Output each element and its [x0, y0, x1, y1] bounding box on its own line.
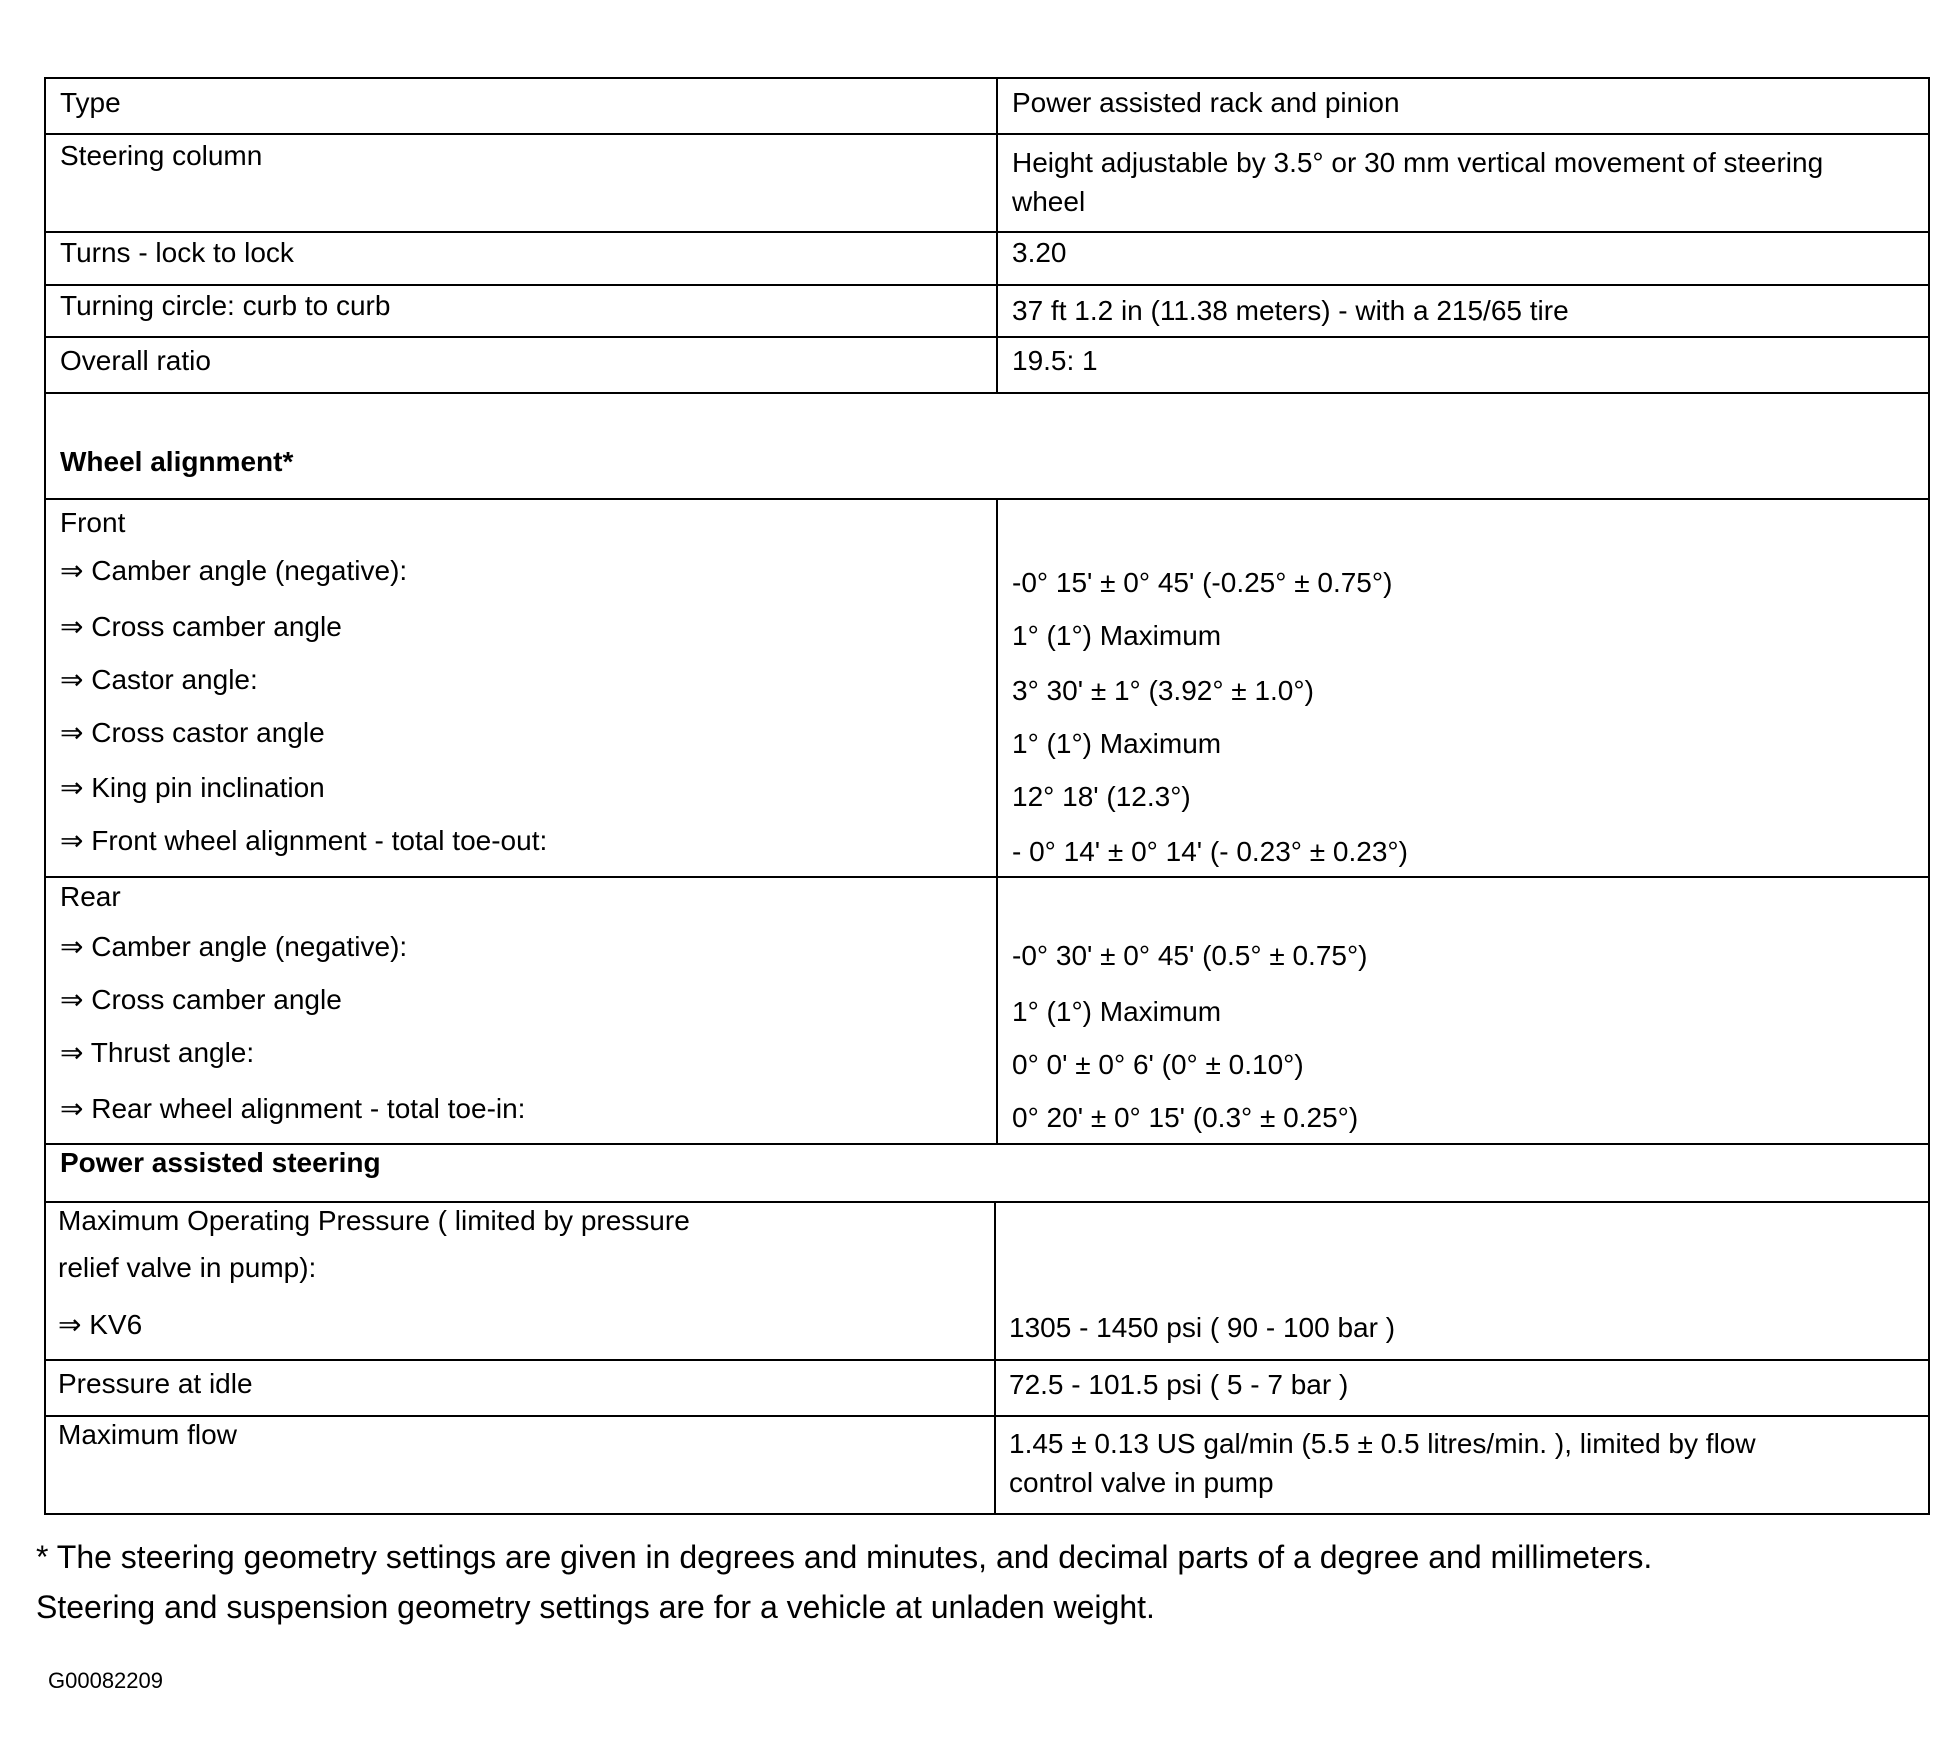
- idle-pressure-label: Pressure at idle: [58, 1368, 253, 1399]
- row-divider: [44, 1201, 1930, 1203]
- rear-item-value: -0° 30' ± 0° 45' (0.5° ± 0.75°): [1012, 940, 1368, 971]
- rear-item-label: ⇒ Rear wheel alignment - total toe-in:: [60, 1093, 526, 1124]
- type-value: Power assisted rack and pinion: [1012, 87, 1400, 118]
- max-flow-value-line1: 1.45 ± 0.13 US gal/min (5.5 ± 0.5 litres…: [1009, 1428, 1756, 1459]
- steering-column-label: Steering column: [60, 140, 263, 171]
- turning-circle-label: Turning circle: curb to curb: [60, 290, 391, 321]
- steering-column-value-line2: wheel: [1012, 186, 1086, 217]
- max-flow-value-line2: control valve in pump: [1009, 1467, 1274, 1498]
- idle-pressure-value: 72.5 - 101.5 psi ( 5 - 7 bar ): [1009, 1369, 1349, 1400]
- column-divider: [996, 77, 998, 394]
- front-item-value: 12° 18' (12.3°): [1012, 781, 1191, 812]
- power-steering-heading: Power assisted steering: [60, 1147, 381, 1178]
- front-item-label: ⇒ Front wheel alignment - total toe-out:: [60, 825, 548, 856]
- row-divider: [44, 1143, 1930, 1145]
- turns-value: 3.20: [1012, 237, 1067, 268]
- front-item-label: ⇒ Camber angle (negative):: [60, 555, 408, 586]
- row-divider: [44, 133, 1930, 135]
- column-divider: [994, 1201, 996, 1515]
- front-label: Front: [60, 507, 126, 538]
- column-divider: [996, 498, 998, 1145]
- type-label: Type: [60, 87, 121, 118]
- turning-circle-value: 37 ft 1.2 in (11.38 meters) - with a 215…: [1012, 295, 1569, 326]
- rear-item-value: 1° (1°) Maximum: [1012, 996, 1222, 1027]
- row-divider: [44, 876, 1930, 878]
- front-item-label: ⇒ King pin inclination: [60, 772, 325, 803]
- row-divider: [44, 336, 1930, 338]
- front-item-label: ⇒ Cross camber angle: [60, 611, 342, 642]
- max-pressure-label-line1: Maximum Operating Pressure ( limited by …: [58, 1205, 690, 1236]
- overall-ratio-label: Overall ratio: [60, 345, 211, 376]
- table-border-right: [1928, 77, 1930, 1515]
- max-pressure-label-line2: relief valve in pump):: [58, 1252, 317, 1283]
- table-border-top: [44, 77, 1930, 79]
- front-item-label: ⇒ Castor angle:: [60, 664, 258, 695]
- rear-item-label: ⇒ Camber angle (negative):: [60, 931, 408, 962]
- rear-label: Rear: [60, 881, 121, 912]
- max-pressure-value: 1305 - 1450 psi ( 90 - 100 bar ): [1009, 1312, 1396, 1343]
- table-border-left: [44, 77, 46, 1515]
- front-item-value: 3° 30' ± 1° (3.92° ± 1.0°): [1012, 675, 1314, 706]
- overall-ratio-value: 19.5: 1: [1012, 345, 1098, 376]
- row-divider: [44, 1359, 1930, 1361]
- front-item-value: 1° (1°) Maximum: [1012, 728, 1222, 759]
- rear-item-value: 0° 20' ± 0° 15' (0.3° ± 0.25°): [1012, 1102, 1359, 1133]
- row-divider: [44, 498, 1930, 500]
- row-divider: [44, 231, 1930, 233]
- kv6-label: ⇒ KV6: [58, 1309, 143, 1340]
- row-divider: [44, 284, 1930, 286]
- max-flow-label: Maximum flow: [58, 1419, 237, 1450]
- table-border-bottom: [44, 1513, 1930, 1515]
- wheel-alignment-heading: Wheel alignment*: [60, 446, 294, 477]
- footnote-line2: Steering and suspension geometry setting…: [36, 1589, 1155, 1625]
- footnote-line1: * The steering geometry settings are giv…: [36, 1539, 1653, 1575]
- front-item-label: ⇒ Cross castor angle: [60, 717, 325, 748]
- rear-item-label: ⇒ Thrust angle:: [60, 1037, 255, 1068]
- front-item-value: -0° 15' ± 0° 45' (-0.25° ± 0.75°): [1012, 567, 1393, 598]
- front-item-value: 1° (1°) Maximum: [1012, 620, 1222, 651]
- figure-code: G00082209: [48, 1668, 163, 1693]
- rear-item-value: 0° 0' ± 0° 6' (0° ± 0.10°): [1012, 1049, 1304, 1080]
- steering-column-value-line1: Height adjustable by 3.5° or 30 mm verti…: [1012, 147, 1824, 178]
- rear-item-label: ⇒ Cross camber angle: [60, 984, 342, 1015]
- row-divider: [44, 1415, 1930, 1417]
- turns-label: Turns - lock to lock: [60, 237, 294, 268]
- front-item-value: - 0° 14' ± 0° 14' (- 0.23° ± 0.23°): [1012, 836, 1408, 867]
- row-divider: [44, 392, 1930, 394]
